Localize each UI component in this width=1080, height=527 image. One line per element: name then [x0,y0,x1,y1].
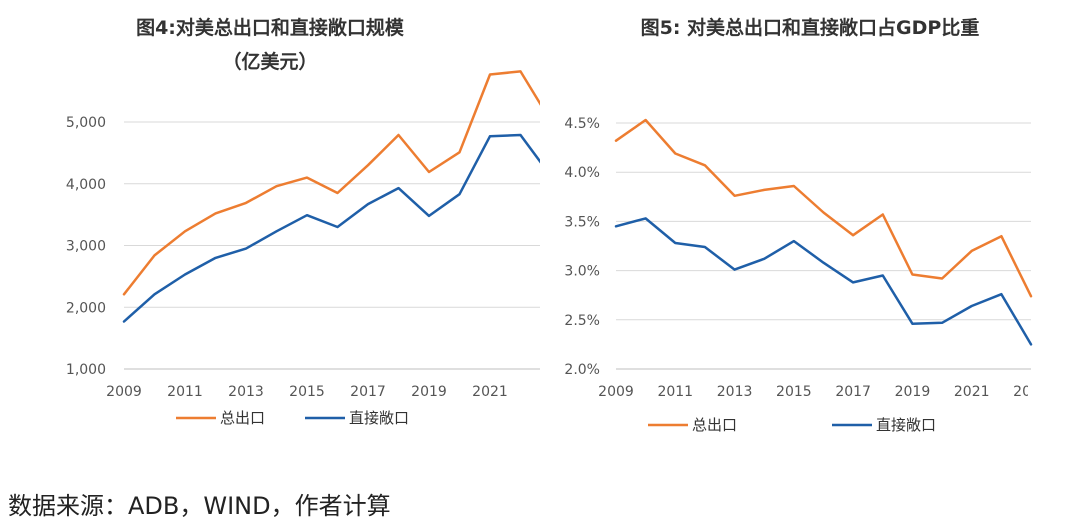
x-tick-label: 2023 [1013,384,1049,400]
x-tick-label: 2009 [598,384,634,400]
chart-left: 图4:对美总出口和直接敞口规模 （亿美元） 1,000 2,000 3,000 4,0… [0,0,540,460]
y-tick-label: 2.5% [564,313,600,329]
x-tick-label: 2009 [106,384,142,400]
x-tick-label: 2017 [350,384,386,400]
x-tick-label: 2013 [228,384,264,400]
series-line-total-export [614,118,1033,298]
y-tick-label: 4.0% [564,165,600,181]
chart-left-plot: 1,000 2,000 3,000 4,000 5,000 2009 2011 2013 201… [66,70,540,427]
x-tick-label: 2019 [411,384,447,400]
series-line-direct-exposure [614,217,1033,346]
series-line-direct-exposure [122,133,540,323]
y-tick-label: 3.5% [564,214,600,230]
y-tick-label: 3.0% [564,264,600,280]
x-tick-label: 2021 [472,384,508,400]
series-line-total-export [122,70,540,296]
x-tick-label: 2021 [954,384,990,400]
legend-label: 直接敞口 [349,409,409,427]
legend-label: 总出口 [692,416,737,434]
y-tick-label: 2.0% [564,362,600,378]
chart-left-title: 图4:对美总出口和直接敞口规模 [136,17,404,39]
y-tick-label: 1,000 [66,362,106,378]
chart-left-subtitle: （亿美元） [222,51,318,73]
y-tick-label: 5,000 [66,115,106,131]
y-tick-label: 4,000 [66,177,106,193]
x-tick-label: 2015 [289,384,325,400]
chart-right: 图5: 对美总出口和直接敞口占GDP比重 2.0% 2.5% 3.0% 3.5% 4.0… [540,0,1080,460]
legend-label: 直接敞口 [876,416,936,434]
y-tick-label: 3,000 [66,239,106,255]
chart-right-title: 图5: 对美总出口和直接敞口占GDP比重 [640,17,980,39]
x-tick-label: 2015 [776,384,812,400]
x-tick-label: 2023 [533,384,540,400]
legend-label: 总出口 [220,409,265,427]
x-tick-label: 2011 [657,384,693,400]
x-tick-label: 2017 [835,384,871,400]
x-tick-labels: 2009 2011 2013 2015 2017 2019 2021 2023 [106,384,540,400]
x-tick-label: 2019 [895,384,931,400]
x-tick-label: 2011 [167,384,203,400]
source-note: 数据来源：ADB，WIND，作者计算 [8,492,391,520]
y-tick-label: 2,000 [66,300,106,316]
y-tick-label: 4.5% [564,116,600,132]
x-tick-labels: 2009 2011 2013 2015 2017 2019 2021 2023 [598,384,1049,400]
x-tick-label: 2013 [717,384,753,400]
chart-right-plot: 2.0% 2.5% 3.0% 3.5% 4.0% 4.5% 2009 2011 2013 2015… [564,116,1049,434]
